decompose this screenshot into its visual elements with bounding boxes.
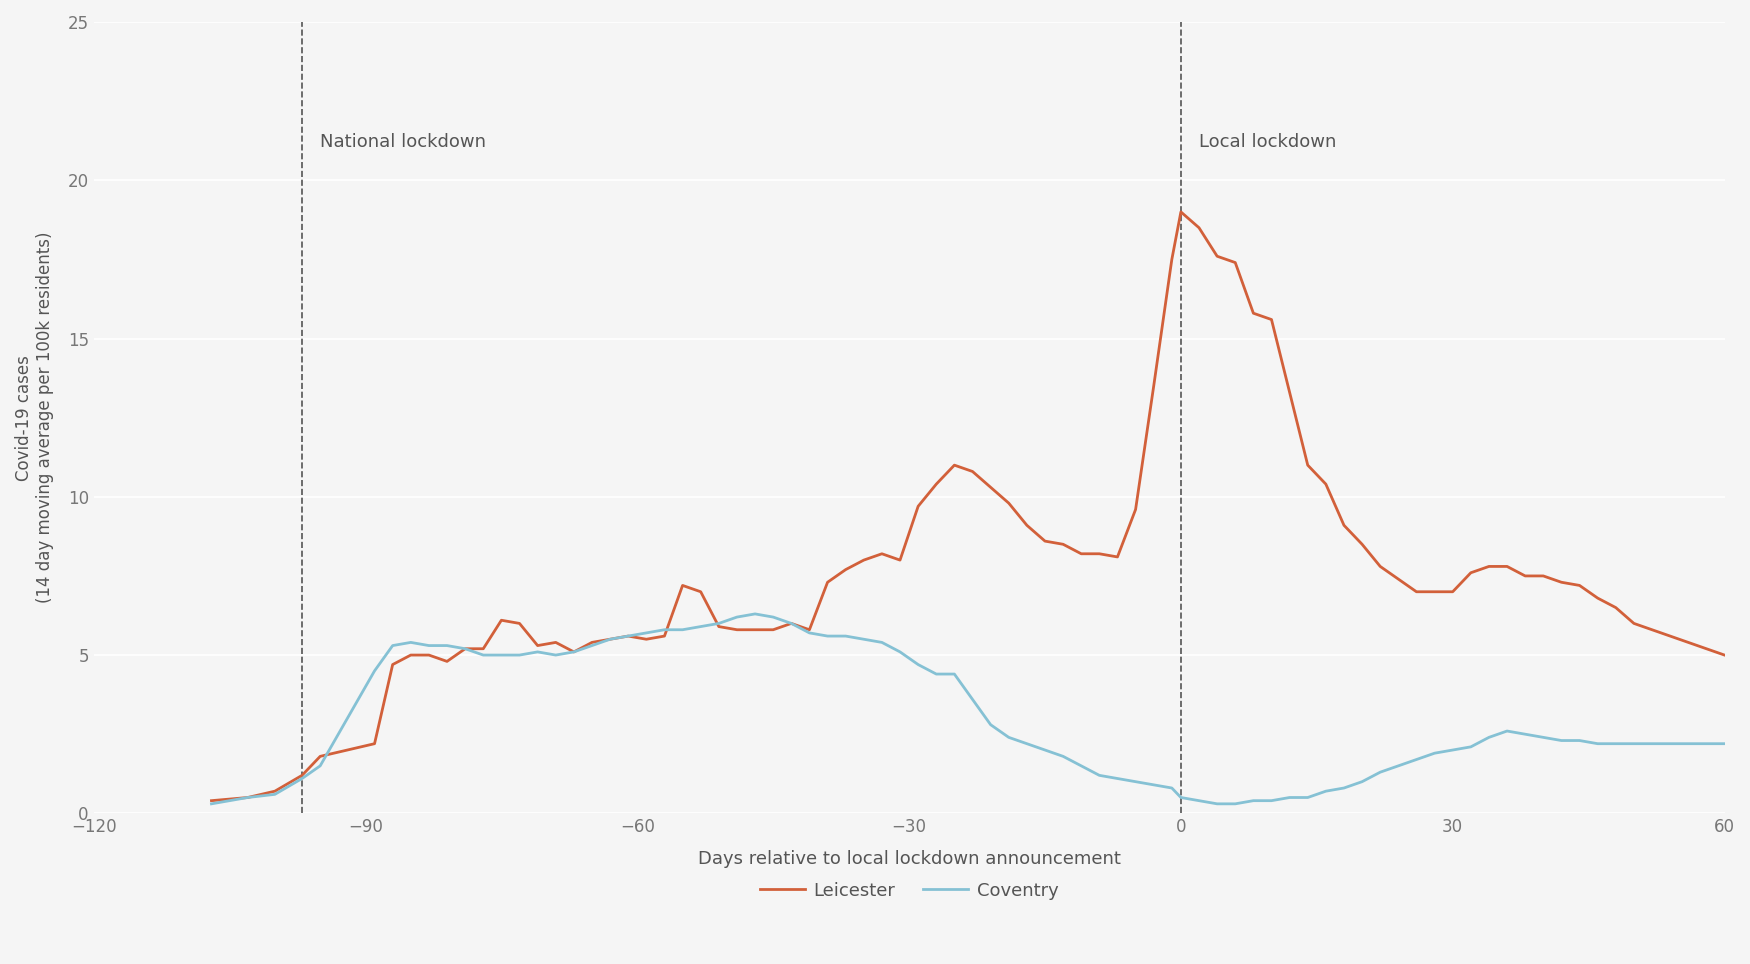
Coventry <box>1442 744 1463 756</box>
Leicester <box>1442 586 1463 598</box>
Line: Leicester: Leicester <box>212 212 1724 801</box>
Coventry <box>201 798 222 810</box>
Leicester <box>600 633 621 645</box>
Leicester <box>943 460 964 471</box>
Line: Coventry: Coventry <box>212 614 1724 804</box>
Coventry <box>744 608 765 620</box>
Leicester <box>1405 586 1426 598</box>
Coventry <box>600 633 621 645</box>
Leicester <box>1171 206 1192 218</box>
Text: Local lockdown: Local lockdown <box>1199 133 1337 150</box>
Legend: Leicester, Coventry: Leicester, Coventry <box>752 874 1066 907</box>
X-axis label: Days relative to local lockdown announcement: Days relative to local lockdown announce… <box>698 850 1120 868</box>
Coventry <box>672 624 693 635</box>
Leicester <box>654 630 676 642</box>
Text: National lockdown: National lockdown <box>320 133 487 150</box>
Y-axis label: Covid-19 cases
(14 day moving average per 100k residents): Covid-19 cases (14 day moving average pe… <box>16 232 54 603</box>
Coventry <box>963 693 984 705</box>
Coventry <box>1713 737 1734 749</box>
Coventry <box>654 624 676 635</box>
Leicester <box>201 795 222 807</box>
Leicester <box>1713 650 1734 661</box>
Coventry <box>1405 754 1426 765</box>
Leicester <box>672 579 693 591</box>
